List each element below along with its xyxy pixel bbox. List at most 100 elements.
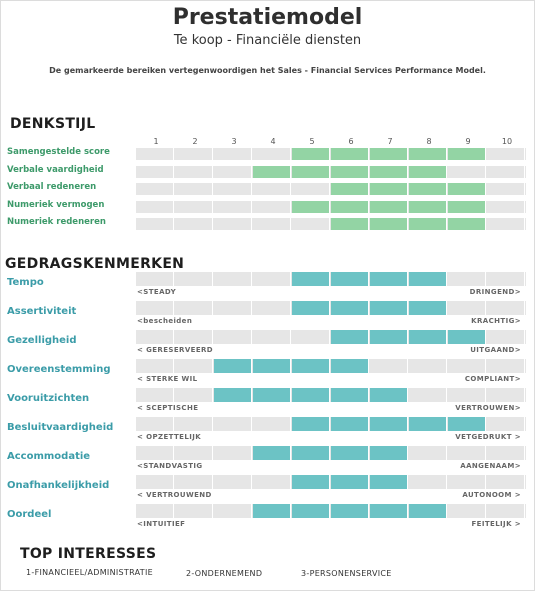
behavior-bar-segment	[136, 359, 174, 373]
page-title: Prestatiemodel	[172, 5, 363, 30]
behavior-bar-segment	[253, 446, 291, 460]
thinking-bar-segment	[253, 166, 291, 178]
thinking-bar-segment	[370, 166, 408, 178]
thinking-bar-track	[136, 166, 526, 178]
behavior-bar-segment	[136, 446, 174, 460]
behavior-bar-segment	[331, 504, 369, 518]
behavior-bar-segment	[214, 446, 252, 460]
behavior-bar-segment	[487, 301, 525, 315]
thinking-bar-segment	[331, 148, 369, 160]
thinking-bar-segment	[214, 148, 252, 160]
behavior-bar-segment	[409, 417, 447, 431]
behavior-bar-segment	[409, 446, 447, 460]
behavior-bar-segment	[253, 504, 291, 518]
behavior-right-caption: AUTONOOM >	[462, 491, 521, 499]
interest-item-3: 3-PERSONENSERVICE	[301, 569, 392, 578]
thinking-bar-segment	[448, 218, 486, 230]
behavior-left-caption: <bescheiden	[137, 317, 193, 325]
thinking-bar-track	[136, 183, 526, 195]
behavior-bar-segment	[448, 417, 486, 431]
thinking-label: Samengestelde score	[7, 147, 110, 157]
behavior-bar-segment	[331, 301, 369, 315]
behavior-bar-segment	[487, 359, 525, 373]
thinking-bar-segment	[409, 218, 447, 230]
thinking-bar-segment	[175, 201, 213, 213]
behavior-bar-segment	[175, 272, 213, 286]
thinking-bar-segment	[136, 166, 174, 178]
behavior-label: Assertiviteit	[7, 306, 77, 317]
interest-item-1: 1-FINANCIEEL/ADMINISTRATIE	[26, 568, 153, 577]
behavior-label: Accommodatie	[7, 451, 91, 462]
behavior-left-caption: < GERESERVEERD	[137, 346, 213, 354]
behavior-bar-segment	[136, 330, 174, 344]
behavior-bar-segment	[448, 272, 486, 286]
behavior-bar-segment	[331, 388, 369, 402]
behavior-bar-segment	[292, 475, 330, 489]
behavior-bar-segment	[136, 388, 174, 402]
behavior-bar-segment	[487, 272, 525, 286]
behavior-bar-track	[136, 330, 526, 344]
thinking-bar-segment	[487, 166, 525, 178]
thinking-bar-segment	[136, 218, 174, 230]
behavior-bar-track	[136, 272, 526, 286]
behavior-bar-segment	[370, 504, 408, 518]
behavior-bar-segment	[253, 388, 291, 402]
thinking-bar-segment	[448, 148, 486, 160]
thinking-bar-segment	[448, 183, 486, 195]
thinking-bar-segment	[292, 148, 330, 160]
thinking-bar-segment	[214, 166, 252, 178]
behavior-bar-segment	[175, 359, 213, 373]
behavior-bar-segment	[292, 417, 330, 431]
behavior-label: Besluitvaardigheid	[7, 422, 114, 433]
behavior-right-caption: COMPLIANT>	[464, 375, 521, 383]
thinking-bar-segment	[292, 218, 330, 230]
thinking-label: Numeriek redeneren	[7, 217, 106, 227]
behavior-label: Overeenstemming	[7, 364, 111, 375]
behavior-bar-segment	[214, 417, 252, 431]
behavior-bar-segment	[409, 301, 447, 315]
behavior-bar-segment	[214, 388, 252, 402]
thinking-bar-segment	[175, 218, 213, 230]
behavior-bar-segment	[331, 475, 369, 489]
behavior-bar-segment	[448, 301, 486, 315]
behavior-bar-segment	[487, 330, 525, 344]
behavior-bar-segment	[253, 475, 291, 489]
behavior-bar-track	[136, 446, 526, 460]
behavior-bar-segment	[331, 359, 369, 373]
behavior-bar-segment	[175, 301, 213, 315]
behavior-bar-segment	[175, 504, 213, 518]
behavior-bar-segment	[331, 330, 369, 344]
thinking-bar-segment	[409, 166, 447, 178]
thinking-bar-segment	[409, 201, 447, 213]
thinking-bar-segment	[175, 183, 213, 195]
behavior-left-caption: < STERKE WIL	[137, 375, 198, 383]
behavior-left-caption: < SCEPTISCHE	[137, 404, 199, 412]
behavior-label: Tempo	[7, 277, 44, 288]
thinking-bar-segment	[448, 166, 486, 178]
scale-number: 5	[309, 137, 315, 146]
behavior-bar-segment	[331, 272, 369, 286]
thinking-bar-segment	[175, 166, 213, 178]
thinking-bar-segment	[136, 148, 174, 160]
behavior-bar-track	[136, 301, 526, 315]
behavior-bar-segment	[253, 272, 291, 286]
thinking-bar-segment	[487, 201, 525, 213]
behavior-left-caption: < OPZETTELIJK	[137, 433, 202, 441]
behavior-right-caption: DRINGEND>	[469, 288, 521, 296]
behavior-left-caption: <STANDVASTIG	[137, 462, 203, 470]
page-subtitle: Te koop - Financiële diensten	[173, 33, 362, 48]
behavior-bar-segment	[409, 388, 447, 402]
behavior-bar-segment	[175, 475, 213, 489]
thinking-bar-segment	[292, 201, 330, 213]
thinking-bar-track	[136, 201, 526, 213]
behavior-bar-segment	[175, 388, 213, 402]
thinking-label: Verbale vaardigheid	[7, 165, 104, 175]
thinking-bar-segment	[370, 201, 408, 213]
thinking-bar-segment	[136, 201, 174, 213]
behavior-right-caption: VERTROUWEN>	[455, 404, 521, 412]
behavior-bar-segment	[370, 330, 408, 344]
behavior-bar-segment	[214, 330, 252, 344]
behavior-label: Vooruitzichten	[7, 393, 90, 404]
thinking-bar-segment	[370, 218, 408, 230]
thinking-bar-segment	[487, 148, 525, 160]
